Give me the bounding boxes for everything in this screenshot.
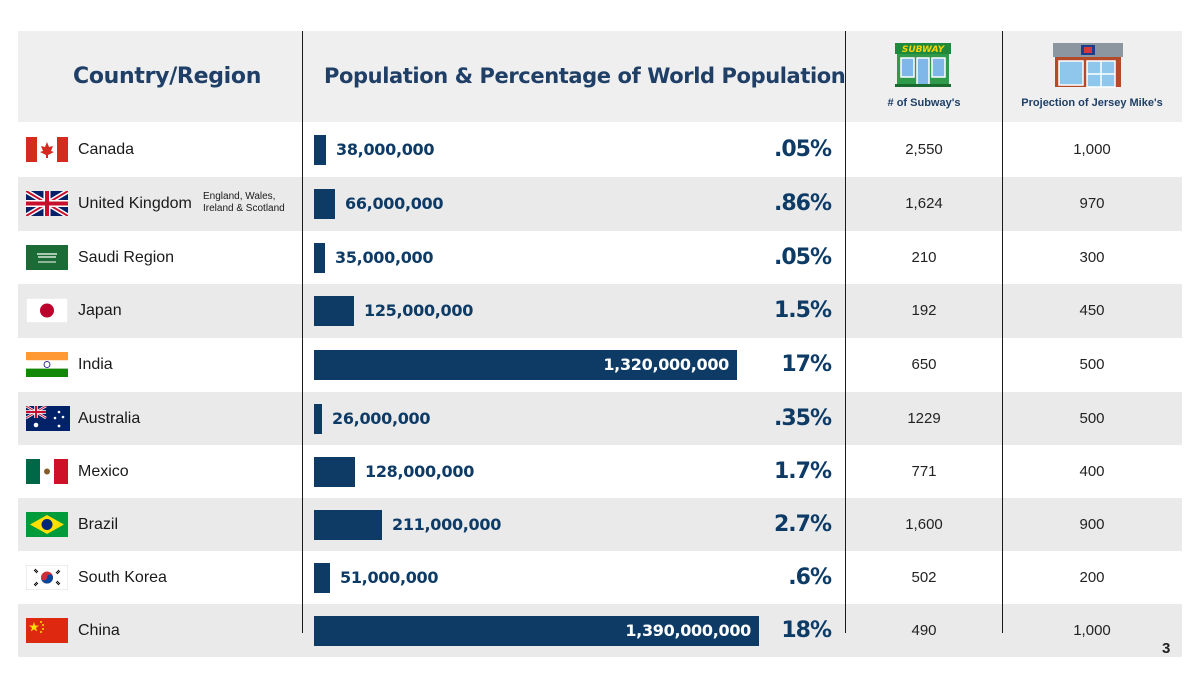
subway-logo-text: SUBWAY [902,45,946,55]
percent-of-world: 1.7% [773,459,832,484]
population-label: 125,000,000 [364,301,474,320]
south-korea-flag-icon [25,564,69,591]
jersey-mikes-store-icon [1053,43,1123,88]
population-label: 35,000,000 [335,248,434,267]
subway-count: 210 [911,249,937,266]
japan-flag-icon [25,297,69,324]
population-label: 128,000,000 [365,462,475,481]
country-name: Canada [78,141,135,158]
table-row: Canada 38,000,000 .05% 2,550 1,000 [18,123,1182,177]
country-name: South Korea [78,569,167,586]
country-name: Brazil [78,516,119,533]
population-label: 26,000,000 [332,409,431,428]
population-label: 51,000,000 [340,568,439,587]
jersey-mikes-projection: 450 [1079,302,1105,319]
country-name: Australia [78,410,141,427]
table-row: Saudi Region 35,000,000 .05% 210 300 [18,231,1182,284]
australia-flag-icon [25,404,70,431]
uk-flag-icon [24,188,70,219]
subway-count: 1,624 [905,195,943,212]
jersey-mikes-projection: 400 [1079,463,1105,480]
population-label: 1,320,000,000 [603,355,729,374]
country-name: Mexico [78,463,129,480]
jersey-mikes-column-header: Projection of Jersey Mike's [1021,97,1163,109]
canada-flag-icon [26,137,68,162]
table-header: Country/Region Population & Percentage o… [18,31,1182,122]
percent-of-world: 18% [781,618,832,643]
percent-of-world: 2.7% [773,512,832,537]
jersey-mikes-projection: 300 [1079,249,1105,266]
subway-count: 1,600 [905,516,943,533]
percent-of-world: .6% [788,565,832,590]
population-label: 66,000,000 [345,194,444,213]
country-note: England, Wales, Ireland & Scotland [203,191,285,214]
table-row: China 1,390,000,000 18% 490 1,000 [18,604,1182,657]
population-column-header: Population & Percentage of World Populat… [324,64,846,88]
subway-count: 2,550 [905,141,943,158]
column-divider [1002,31,1003,633]
india-flag-icon [26,352,68,377]
country-column-header: Country/Region [73,64,262,89]
population-bar [314,189,335,219]
jersey-mikes-projection: 1,000 [1073,141,1111,158]
percent-of-world: 17% [781,352,832,377]
population-bar [314,135,326,165]
jersey-mikes-projection: 500 [1079,410,1105,427]
column-divider [845,31,846,633]
population-bar [314,404,322,434]
table-row: Mexico 128,000,000 1.7% 771 400 [18,445,1182,498]
subway-count: 1229 [907,410,941,427]
population-label: 211,000,000 [392,515,502,534]
subway-count: 650 [911,356,937,373]
population-bar [314,616,759,646]
country-name: India [78,356,113,373]
country-name: United Kingdom [78,195,192,212]
data-table: Country/Region Population & Percentage o… [18,31,1182,657]
subway-count: 502 [911,569,937,586]
saudi-flag-icon [26,245,68,270]
table-row: Australia 26,000,000 .35% 1229 500 [18,392,1182,445]
subway-store-icon: SUBWAY [895,43,951,87]
mexico-flag-icon [26,459,68,484]
percent-of-world: 1.5% [773,298,832,323]
jersey-mikes-projection: 200 [1079,569,1105,586]
population-bar [314,457,355,487]
population-bar [314,563,330,593]
table-row: South Korea 51,000,000 .6% 502 200 [18,551,1182,604]
percent-of-world: .05% [773,137,832,162]
page-number: 3 [1162,640,1171,657]
population-label: 1,390,000,000 [625,621,751,640]
jersey-mikes-projection: 500 [1079,356,1105,373]
table-row: United Kingdom England, Wales, Ireland & … [18,177,1182,231]
china-flag-icon [26,618,68,643]
table-row: Japan 125,000,000 1.5% 192 450 [18,284,1182,338]
jersey-mikes-projection: 900 [1079,516,1105,533]
population-bar [314,350,737,380]
population-bar [314,510,382,540]
table-row: Brazil 211,000,000 2.7% 1,600 900 [18,498,1182,551]
country-name: China [78,622,120,639]
table-row: India 1,320,000,000 17% 650 500 [18,338,1182,392]
percent-of-world: .86% [773,191,832,216]
jersey-mikes-projection: 1,000 [1073,622,1111,639]
population-bar [314,296,354,326]
percent-of-world: .35% [773,406,832,431]
subway-count: 490 [911,622,937,639]
country-name: Saudi Region [78,249,175,266]
country-name: Japan [78,302,122,319]
percent-of-world: .05% [773,245,832,270]
population-bar [314,243,325,273]
population-label: 38,000,000 [336,140,435,159]
subway-count: 771 [911,463,937,480]
column-divider [302,31,303,633]
jersey-mikes-projection: 970 [1079,195,1105,212]
subway-count: 192 [911,302,937,319]
subway-column-header: # of Subway's [887,97,961,109]
brazil-flag-icon [26,512,68,537]
